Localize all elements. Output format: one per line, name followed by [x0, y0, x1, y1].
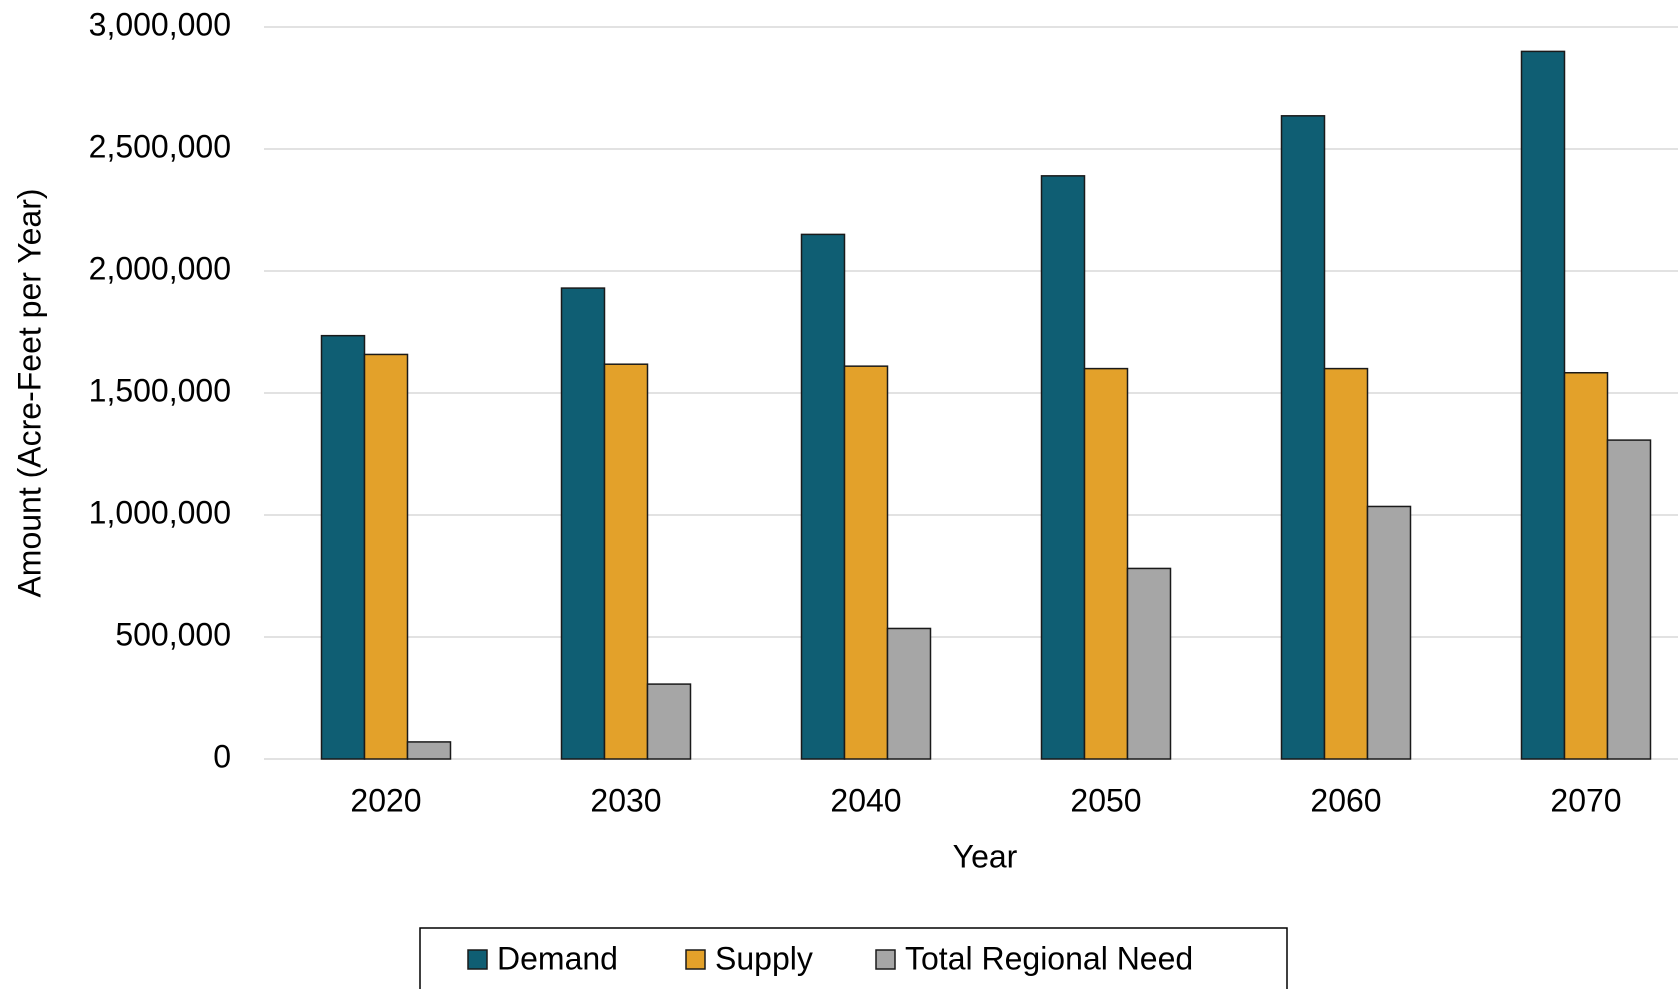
bar	[1126, 567, 1172, 760]
legend-swatch	[467, 949, 488, 970]
bar	[1040, 175, 1086, 760]
y-tick-label: 1,500,000	[89, 372, 231, 408]
y-tick-label: 2,500,000	[89, 128, 231, 164]
bar	[843, 365, 889, 760]
x-tick-label: 2070	[1550, 782, 1621, 818]
x-tick-label: 2050	[1070, 782, 1141, 818]
bar	[406, 741, 452, 760]
bar	[800, 233, 846, 760]
bar	[1323, 367, 1369, 760]
bar	[560, 287, 606, 760]
x-tick-label: 2030	[590, 782, 661, 818]
bar	[646, 683, 692, 760]
x-tick-label: 2040	[830, 782, 901, 818]
bar	[1606, 439, 1652, 760]
bar	[1366, 505, 1412, 760]
bar	[363, 353, 409, 760]
bar	[886, 627, 932, 760]
x-tick-label: 2060	[1310, 782, 1381, 818]
legend-box	[419, 927, 1288, 989]
x-tick-label: 2020	[350, 782, 421, 818]
bar	[1280, 115, 1326, 760]
legend-swatch	[685, 949, 706, 970]
bar	[1083, 367, 1129, 760]
y-tick-label: 500,000	[115, 616, 231, 652]
bar	[1520, 50, 1566, 760]
legend-label: Supply	[715, 940, 813, 976]
legend-label: Total Regional Need	[905, 940, 1193, 976]
y-tick-label: 0	[213, 738, 231, 774]
y-axis-title: Amount (Acre-Feet per Year)	[11, 188, 47, 597]
legend-swatch	[875, 949, 896, 970]
bar	[1563, 371, 1609, 760]
y-tick-label: 3,000,000	[89, 6, 231, 42]
bar	[320, 334, 366, 760]
y-tick-label: 2,000,000	[89, 250, 231, 286]
bar	[603, 363, 649, 760]
legend-label: Demand	[497, 940, 618, 976]
y-tick-label: 1,000,000	[89, 494, 231, 530]
x-axis-title: Year	[953, 838, 1018, 874]
